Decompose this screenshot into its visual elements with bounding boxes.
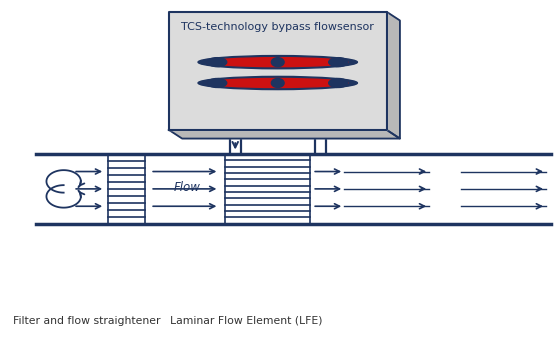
Ellipse shape	[271, 78, 284, 88]
Ellipse shape	[329, 78, 348, 88]
Text: TCS-technology bypass flowsensor: TCS-technology bypass flowsensor	[181, 22, 374, 32]
Polygon shape	[169, 130, 400, 139]
Text: Flow: Flow	[174, 181, 201, 194]
Ellipse shape	[198, 56, 358, 69]
Ellipse shape	[208, 58, 227, 66]
Ellipse shape	[208, 78, 348, 88]
Polygon shape	[169, 12, 387, 130]
Text: Filter and flow straightener: Filter and flow straightener	[13, 316, 160, 326]
Ellipse shape	[198, 76, 358, 90]
Polygon shape	[387, 12, 400, 139]
Ellipse shape	[329, 58, 348, 66]
Ellipse shape	[208, 78, 227, 88]
Text: Laminar Flow Element (LFE): Laminar Flow Element (LFE)	[170, 316, 322, 326]
Ellipse shape	[271, 58, 284, 66]
Ellipse shape	[208, 58, 348, 66]
